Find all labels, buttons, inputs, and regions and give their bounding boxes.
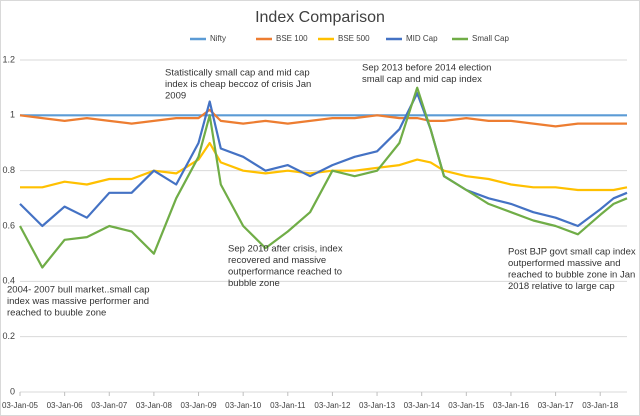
annotation: Sep 2013 before 2014 election xyxy=(362,63,491,74)
annotation: Post BJP govt small cap index xyxy=(508,247,636,258)
x-tick-label: 03-Jan-16 xyxy=(493,401,530,410)
y-tick-label: 0.6 xyxy=(2,220,15,230)
x-tick-label: 03-Jan-14 xyxy=(404,401,441,410)
y-tick-label: 0.4 xyxy=(2,276,15,286)
legend-label: Small Cap xyxy=(472,34,509,43)
x-tick-label: 03-Jan-15 xyxy=(448,401,485,410)
legend-label: BSE 100 xyxy=(276,34,308,43)
x-tick-label: 03-Jan-11 xyxy=(270,401,306,410)
series-line xyxy=(19,86,628,269)
annotation: index is cheap beccoz of crisis Jan xyxy=(165,79,311,90)
annotation: reached to bubble zone in Jan xyxy=(508,270,635,281)
y-tick-label: 0.8 xyxy=(2,165,15,175)
annotation: index was massive performer and xyxy=(7,296,149,307)
x-tick-label: 03-Jan-08 xyxy=(136,401,173,410)
series-line xyxy=(19,92,628,228)
annotation: outperformance reached to xyxy=(228,267,342,278)
x-tick-label: 03-Jan-18 xyxy=(582,401,619,410)
x-tick-label: 03-Jan-07 xyxy=(91,401,128,410)
annotation: outperformed massive and xyxy=(508,258,620,269)
x-tick-label: 03-Jan-10 xyxy=(225,401,262,410)
annotation: Sep 2010 after crisis, index xyxy=(228,244,343,255)
annotation: bubble zone xyxy=(228,278,280,289)
annotation: small cap and mid cap index xyxy=(362,74,482,85)
annotation: recovered and massive xyxy=(228,255,326,266)
x-tick-label: 03-Jan-12 xyxy=(314,401,351,410)
annotation: 2004- 2007 bull market..small cap xyxy=(7,285,150,296)
series-line xyxy=(19,108,627,128)
y-tick-label: 0.2 xyxy=(2,331,15,341)
annotation: 2009 xyxy=(165,91,186,102)
x-tick-label: 03-Jan-06 xyxy=(47,401,84,410)
annotation: reached to buuble zone xyxy=(7,308,106,319)
legend-label: Nifty xyxy=(210,34,226,43)
x-tick-label: 03-Jan-13 xyxy=(359,401,396,410)
x-tick-label: 03-Jan-17 xyxy=(538,401,575,410)
y-tick-label: 1.2 xyxy=(2,54,15,64)
y-tick-label: 0 xyxy=(10,386,15,396)
annotation: Statistically small cap and mid cap xyxy=(165,68,310,79)
chart-title: Index Comparison xyxy=(255,9,385,26)
x-tick-label: 03-Jan-09 xyxy=(181,401,218,410)
legend-label: MID Cap xyxy=(406,34,438,43)
y-tick-label: 1 xyxy=(10,110,15,120)
legend-label: BSE 500 xyxy=(338,34,370,43)
annotation: 2018 relative to large cap xyxy=(508,281,615,292)
x-tick-label: 03-Jan-05 xyxy=(2,401,39,410)
